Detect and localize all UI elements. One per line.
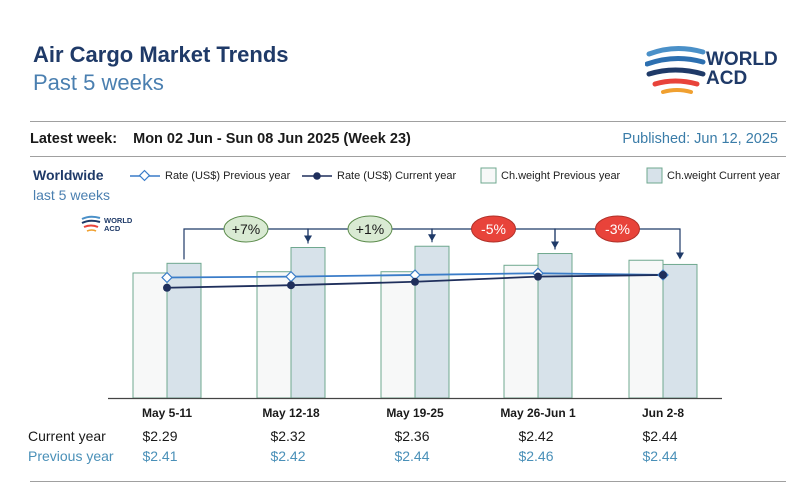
page-subtitle: Past 5 weeks [33, 70, 164, 95]
divider-bottom [30, 481, 786, 482]
bar-cur-5 [662, 263, 698, 399]
bar-cur-3 [414, 245, 450, 399]
bar-prev-3 [380, 271, 416, 399]
x-tick-label-2: May 12-18 [262, 406, 320, 420]
change-arrow-4 [676, 252, 684, 260]
change-badge-3 [471, 215, 516, 243]
published-date: Published: Jun 12, 2025 [622, 131, 778, 147]
legend-label-rate-prev: Rate (US$) Previous year [165, 170, 291, 182]
legend-item-rate-prev [130, 169, 160, 182]
world-acd-logo [645, 46, 706, 94]
latest-week: Latest week: Mon 02 Jun - Sun 08 Jun 202… [30, 131, 411, 147]
change-label-3: -5% [481, 221, 506, 237]
svg-text:WORLD: WORLD [104, 216, 133, 225]
x-tick-label-4: May 26-Jun 1 [500, 406, 576, 420]
table-current-label: Current year [28, 428, 106, 444]
svg-text:ACD: ACD [104, 224, 121, 233]
bar-cur-1 [166, 262, 202, 399]
change-label-2: +1% [356, 221, 384, 237]
change-label-1: +7% [232, 221, 260, 237]
table-previous-value-3: $2.44 [394, 448, 430, 464]
table-previous-label: Previous year [28, 448, 114, 464]
table-previous-value-1: $2.41 [142, 448, 178, 464]
bar-prev-5 [628, 259, 664, 399]
rate-point-cur-5 [659, 270, 667, 279]
legend-swatch-bar-cur [646, 167, 663, 184]
logo-text-line-2: ACD [706, 68, 748, 89]
table-current-value-4: $2.42 [518, 428, 554, 444]
mini-world-acd-logo: WORLD ACD [81, 215, 133, 233]
table-current-value-5: $2.44 [642, 428, 678, 444]
rate-point-cur-3 [411, 277, 419, 286]
bar-prev-2 [256, 271, 292, 399]
table-current-value-1: $2.29 [142, 428, 178, 444]
x-tick-label-5: Jun 2-8 [642, 406, 684, 420]
region-period: last 5 weeks [33, 187, 111, 203]
legend-swatch-bar-prev [480, 167, 497, 184]
change-badge-2 [347, 215, 393, 243]
bar-prev-1 [132, 272, 168, 399]
table-current-value-3: $2.36 [394, 428, 430, 444]
latest-week-label: Latest week: [30, 131, 118, 147]
page-title: Air Cargo Market Trends [33, 42, 289, 67]
rate-point-prev-3 [409, 269, 421, 281]
change-label-4: -3% [605, 221, 630, 237]
bar-cur-2 [290, 247, 326, 399]
legend-label-rate-cur: Rate (US$) Current year [337, 170, 457, 182]
divider-mid [30, 156, 786, 157]
legend [130, 167, 663, 184]
x-tick-label-3: May 19-25 [386, 406, 444, 420]
table-previous-value-4: $2.46 [518, 448, 554, 464]
change-badge-4 [595, 215, 640, 243]
rate-point-prev-2 [285, 270, 297, 283]
rate-point-cur-1 [163, 283, 171, 292]
table-previous-value-2: $2.42 [270, 448, 306, 464]
legend-marker-prev [138, 169, 151, 182]
legend-label-bar-cur: Ch.weight Current year [667, 170, 781, 182]
logo-text-line-1: WORLD [706, 49, 778, 70]
x-tick-label-1: May 5-11 [142, 406, 192, 420]
divider-top [30, 121, 786, 122]
rate-point-cur-4 [534, 272, 542, 281]
table-previous-value-5: $2.44 [642, 448, 678, 464]
rate-point-prev-1 [161, 271, 173, 284]
latest-week-value: Mon 02 Jun - Sun 08 Jun 2025 (Week 23) [133, 131, 411, 147]
legend-label-bar-prev: Ch.weight Previous year [501, 170, 621, 182]
bar-cur-4 [537, 253, 573, 399]
table-current-value-2: $2.32 [270, 428, 306, 444]
logo-text: WORLD ACD [706, 50, 778, 88]
region-name: Worldwide [33, 167, 104, 183]
rate-point-cur-2 [287, 281, 295, 290]
legend-marker-cur [313, 172, 321, 180]
bar-prev-4 [503, 264, 539, 399]
legend-item-rate-cur [302, 172, 332, 180]
change-badge-1 [223, 215, 269, 243]
